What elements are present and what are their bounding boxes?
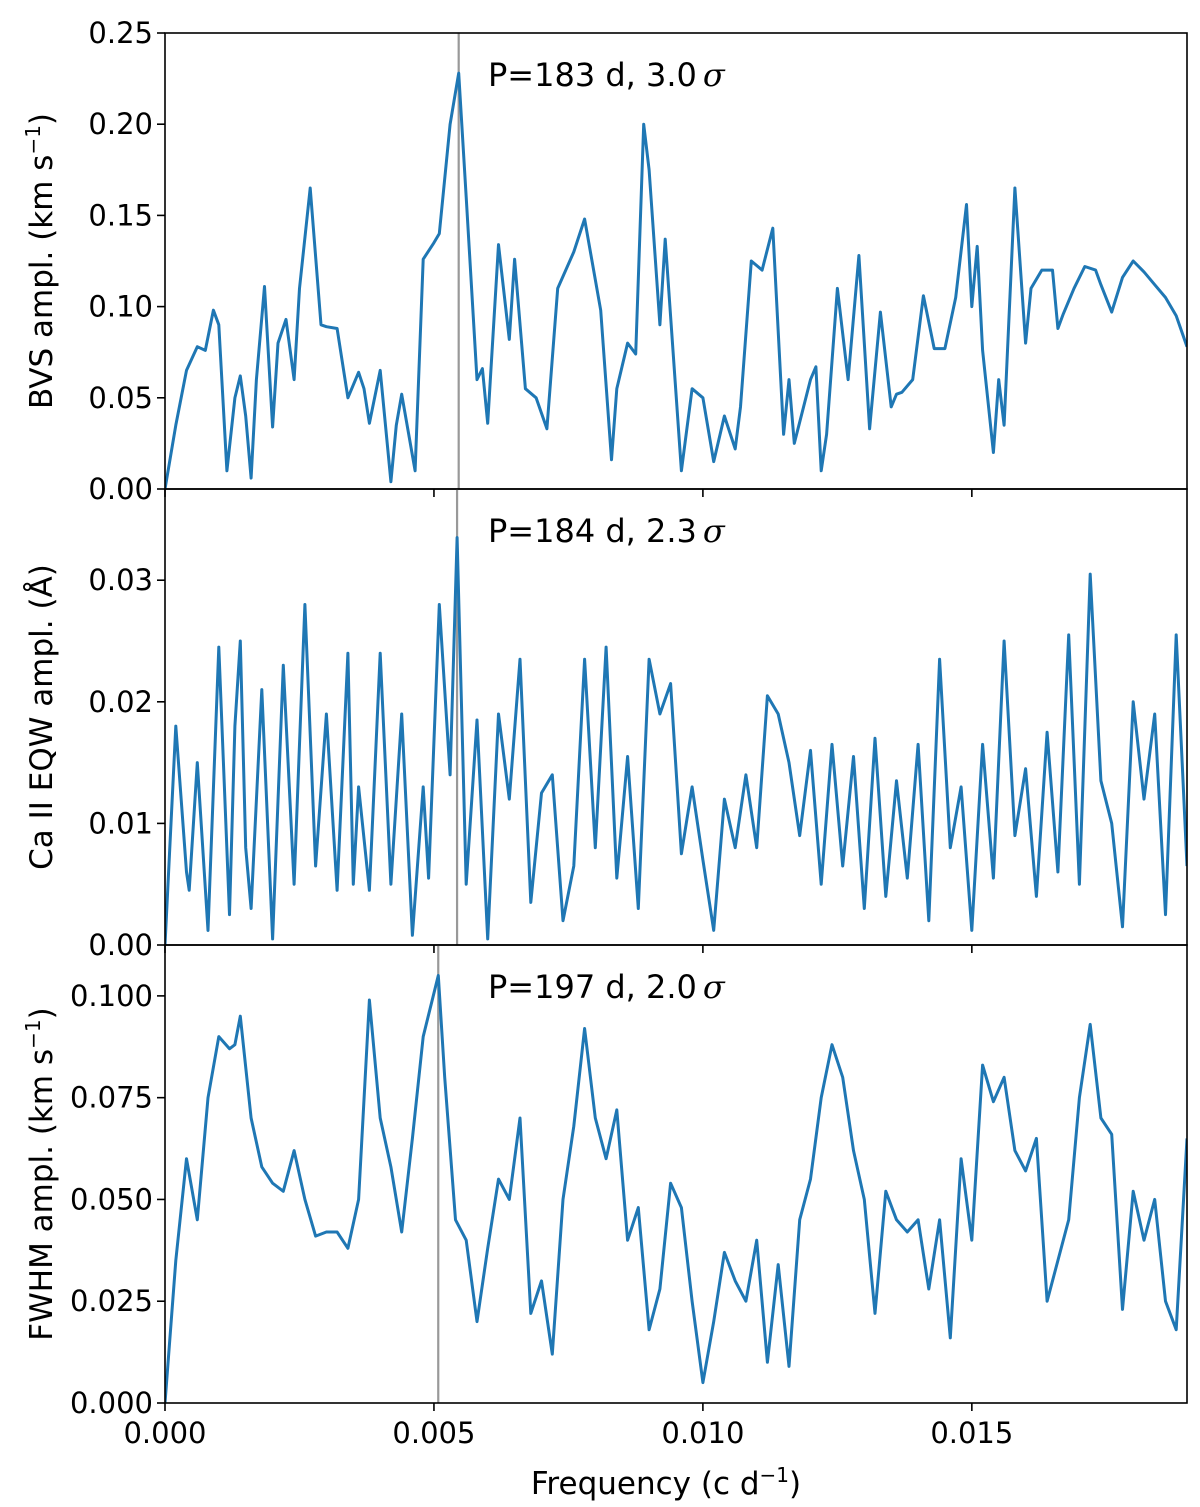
y-tick-label-fwhm: 0.025 xyxy=(70,1284,153,1318)
x-tick-label: 0.010 xyxy=(661,1416,744,1450)
period-annotation-bvs: P=183 d, 3.0 σ xyxy=(488,56,726,94)
x-tick-label: 0.015 xyxy=(930,1416,1013,1450)
x-axis-label-end: ) xyxy=(789,1466,801,1502)
y-tick-label-fwhm: 0.075 xyxy=(70,1081,153,1115)
y-tick-label-caii: 0.01 xyxy=(88,806,153,840)
y-axis-label-main-caii: Ca II EQW ampl. (Å) xyxy=(24,564,60,870)
period-annotation-main-fwhm: P=197 d, 2.0 xyxy=(488,968,697,1006)
y-axis-label-main-fwhm: FWHM ampl. (km s xyxy=(24,1049,60,1341)
x-tick-label: 0.000 xyxy=(123,1416,206,1450)
y-tick-label-bvs: 0.20 xyxy=(88,107,153,141)
y-tick-label-fwhm: 0.050 xyxy=(70,1182,153,1216)
panel-caii: 0.00 0.01 0.02 0.03 Ca II EQW ampl. (Å) P=184… xyxy=(24,488,1188,962)
series-line-fwhm xyxy=(165,974,1187,1403)
y-axis-label-sup-bvs: −1 xyxy=(21,125,45,154)
y-axis-label-fwhm: FWHM ampl. (km s−1) xyxy=(21,1007,60,1340)
y-axis-label-bvs: BVS ampl. (km s−1) xyxy=(21,113,60,409)
axes-frame-fwhm xyxy=(164,944,1188,1404)
y-tick-label-bvs: 0.15 xyxy=(88,198,153,232)
y-tick-label-bvs: 0.25 xyxy=(88,16,153,50)
y-tick-label-fwhm: 0.000 xyxy=(70,1386,153,1420)
y-tick-label-bvs: 0.00 xyxy=(88,472,153,506)
period-annotation-caii: P=184 d, 2.3 σ xyxy=(488,512,726,550)
panel-fwhm: 0.000 0.025 0.050 0.075 0.100 0.000 0.005 0.010… xyxy=(21,944,1188,1502)
panel-bvs: 0.00 0.05 0.10 0.15 0.20 0.25 BVS ampl. (km s−… xyxy=(21,16,1188,506)
y-axis-label-caii: Ca II EQW ampl. (Å) xyxy=(24,564,60,870)
y-axis-label-end-bvs: ) xyxy=(24,113,60,125)
y-tick-label-caii: 0.02 xyxy=(88,685,153,719)
x-tick-label: 0.005 xyxy=(392,1416,475,1450)
y-tick-label-bvs: 0.05 xyxy=(88,381,153,415)
y-tick-label-caii: 0.03 xyxy=(88,563,153,597)
y-axis-label-end-fwhm: ) xyxy=(24,1007,60,1019)
period-annotation-main-caii: P=184 d, 2.3 xyxy=(488,512,697,550)
x-axis-label-main: Frequency (c d xyxy=(531,1466,760,1502)
x-axis-label: Frequency (c d−1) xyxy=(531,1463,801,1502)
y-tick-label-bvs: 0.10 xyxy=(88,290,153,324)
period-annotation-sigma-fwhm: σ xyxy=(703,968,726,1006)
period-annotation-main-bvs: P=183 d, 3.0 xyxy=(488,56,697,94)
y-tick-label-caii: 0.00 xyxy=(88,928,153,962)
y-tick-label-fwhm: 0.100 xyxy=(70,979,153,1013)
series-line-caii xyxy=(165,536,1187,945)
series-line-bvs xyxy=(165,71,1187,489)
period-annotation-sigma-bvs: σ xyxy=(703,56,726,94)
period-annotation-sigma-caii: σ xyxy=(703,512,726,550)
x-axis-label-sup: −1 xyxy=(760,1463,789,1487)
y-axis-label-sup-fwhm: −1 xyxy=(21,1019,45,1048)
period-annotation-fwhm: P=197 d, 2.0 σ xyxy=(488,968,726,1006)
y-axis-label-main-bvs: BVS ampl. (km s xyxy=(24,155,60,410)
